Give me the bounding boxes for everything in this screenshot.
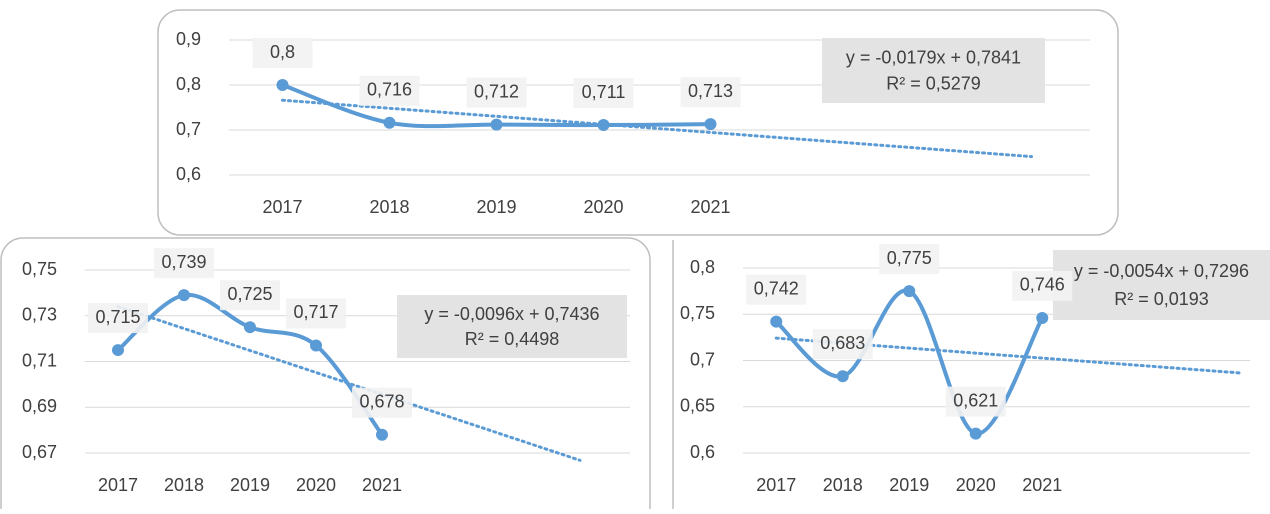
y-tick-label: 0,8 <box>176 74 201 94</box>
y-tick-label: 0,67 <box>22 442 57 462</box>
data-label: 0,715 <box>95 307 140 327</box>
y-tick-label: 0,6 <box>176 164 201 184</box>
x-tick-label: 2018 <box>823 475 863 495</box>
data-point <box>112 344 124 357</box>
y-tick-label: 0,75 <box>22 259 57 279</box>
data-point <box>178 289 190 302</box>
data-label: 0,739 <box>161 252 206 272</box>
x-tick-label: 2021 <box>690 197 730 217</box>
data-label: 0,746 <box>1020 275 1065 295</box>
data-label: 0,713 <box>688 81 733 101</box>
x-tick-label: 2017 <box>262 197 302 217</box>
data-point <box>490 118 503 131</box>
data-point <box>383 116 396 129</box>
data-label-box <box>466 77 527 108</box>
trendline-equation: y = -0,0054x + 0,7296 <box>1074 261 1249 281</box>
data-label: 0,8 <box>270 42 295 62</box>
trendline-equation: y = -0,0179x + 0,7841 <box>846 48 1021 68</box>
data-point <box>969 427 982 440</box>
data-point <box>903 285 916 298</box>
data-point <box>276 79 289 91</box>
x-tick-label: 2020 <box>583 197 623 217</box>
data-point <box>1036 311 1049 324</box>
data-label-box <box>746 274 807 305</box>
data-point <box>310 339 322 352</box>
data-label: 0,711 <box>582 82 626 102</box>
y-tick-label: 0,65 <box>680 396 715 416</box>
data-label: 0,775 <box>887 248 932 268</box>
x-tick-label: 2021 <box>362 475 402 495</box>
data-label-box <box>1012 270 1073 301</box>
x-tick-label: 2021 <box>1022 475 1062 495</box>
data-label-box <box>573 78 634 109</box>
y-tick-label: 0,69 <box>22 396 57 416</box>
data-label-box <box>88 303 148 334</box>
equation-box <box>1053 250 1270 320</box>
data-label: 0,621 <box>953 390 998 410</box>
data-label-box <box>154 248 214 279</box>
trendline-r2: R² = 0,4498 <box>465 329 560 349</box>
data-point <box>836 370 849 383</box>
x-tick-label: 2018 <box>164 475 204 495</box>
data-label-box <box>220 280 280 311</box>
data-label-box <box>812 329 873 360</box>
x-tick-label: 2019 <box>476 197 516 217</box>
data-label: 0,742 <box>754 278 799 298</box>
y-tick-label: 0,75 <box>680 303 715 323</box>
data-label-box <box>680 77 741 108</box>
x-tick-label: 2019 <box>889 475 929 495</box>
trendline-r2: R² = 0,0193 <box>1114 289 1209 309</box>
y-tick-label: 0,7 <box>690 349 715 369</box>
data-point <box>376 428 388 441</box>
chart-frame <box>157 9 1119 236</box>
y-tick-label: 0,9 <box>176 29 201 49</box>
trendline-r2: R² = 0,5279 <box>886 74 981 94</box>
x-tick-label: 2017 <box>756 475 796 495</box>
chart-frame <box>0 237 651 514</box>
data-point <box>770 315 783 328</box>
data-label: 0,678 <box>359 391 404 411</box>
data-label: 0,712 <box>474 81 519 101</box>
data-point <box>704 118 717 131</box>
data-label-box <box>945 386 1006 417</box>
x-tick-label: 2017 <box>98 475 138 495</box>
data-label-box <box>352 387 412 418</box>
data-label: 0,683 <box>820 333 865 353</box>
data-label: 0,717 <box>293 302 338 322</box>
equation-box <box>397 295 627 358</box>
data-label: 0,725 <box>227 284 272 304</box>
equation-box <box>822 38 1045 103</box>
data-label-box <box>879 244 940 275</box>
x-tick-label: 2020 <box>956 475 996 495</box>
data-label: 0,716 <box>367 80 412 100</box>
x-tick-label: 2018 <box>369 197 409 217</box>
x-tick-label: 2020 <box>296 475 336 495</box>
trendline <box>281 98 1033 159</box>
data-label-box <box>359 75 420 106</box>
data-point <box>244 321 256 334</box>
y-tick-label: 0,7 <box>176 119 201 139</box>
y-tick-label: 0,71 <box>22 350 57 370</box>
y-tick-label: 0,8 <box>690 257 715 277</box>
y-tick-label: 0,73 <box>22 305 57 325</box>
y-tick-label: 0,6 <box>690 442 715 462</box>
trendline-equation: y = -0,0096x + 0,7436 <box>424 304 599 324</box>
x-tick-label: 2019 <box>230 475 270 495</box>
data-label-box <box>252 38 313 68</box>
data-point <box>597 119 610 132</box>
data-label-box <box>286 298 346 329</box>
